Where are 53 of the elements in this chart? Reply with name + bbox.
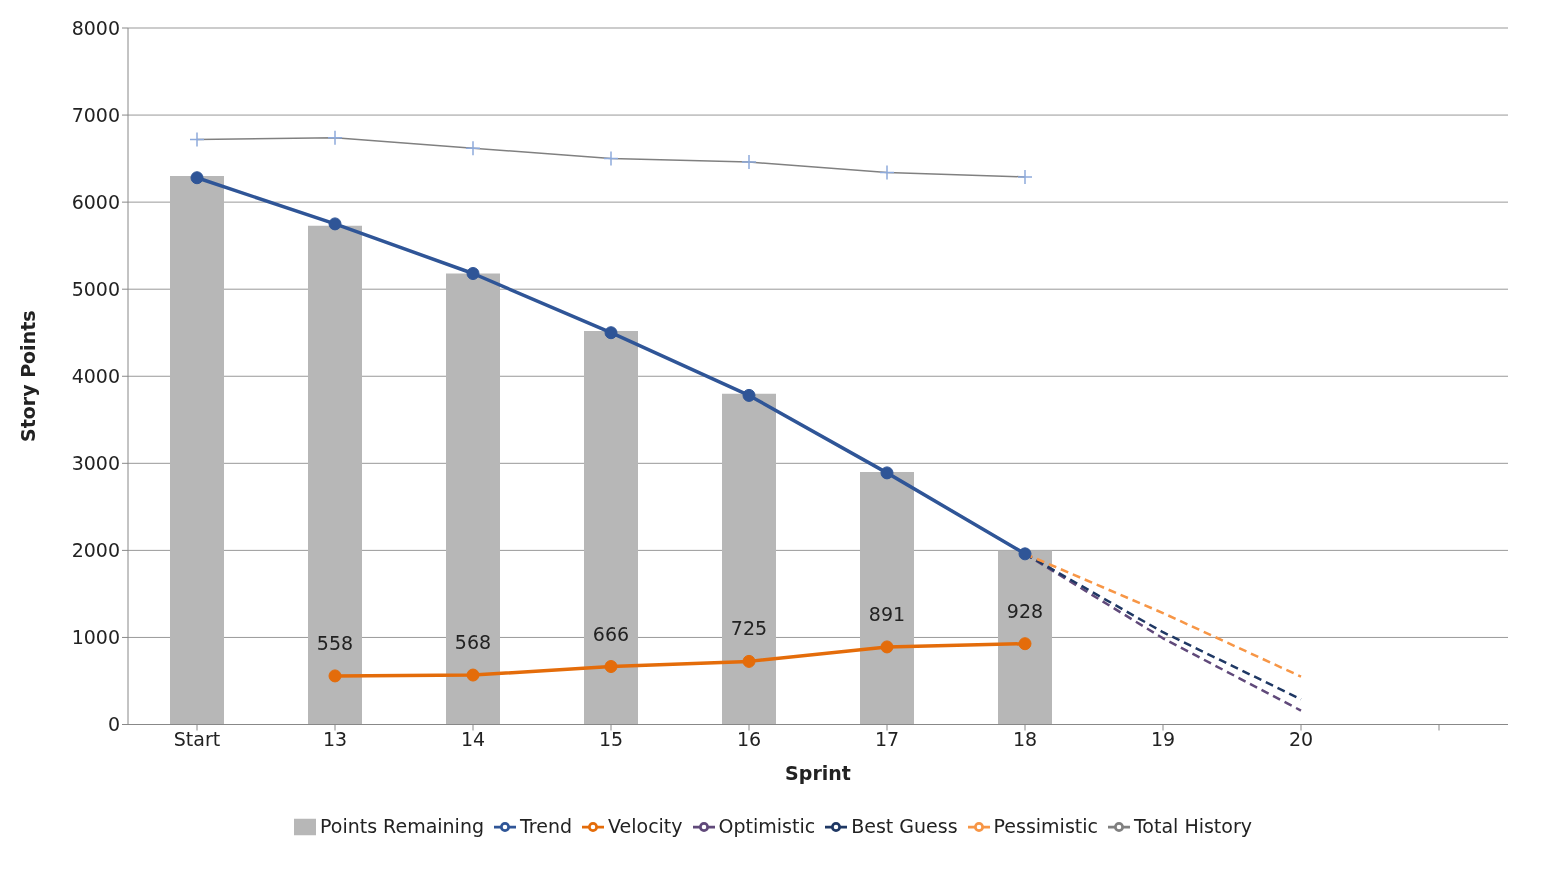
x-tick-label: 15	[598, 727, 624, 750]
point	[328, 217, 342, 231]
x-axis-title: Sprint	[785, 761, 851, 784]
x-tick-label: Start	[173, 727, 221, 750]
x-tick-label: 19	[1150, 727, 1176, 750]
x-tick-label: 18	[1012, 727, 1038, 750]
legend-label: Trend	[520, 814, 573, 837]
data-label: 891	[868, 602, 906, 625]
legend-label: Points Remaining	[320, 814, 485, 837]
bar	[998, 550, 1052, 725]
bar	[584, 330, 638, 725]
bar	[860, 472, 914, 725]
bar	[308, 225, 362, 725]
data-label: 928	[1006, 599, 1044, 622]
point	[1018, 547, 1032, 561]
point	[466, 267, 480, 281]
point	[190, 171, 204, 185]
y-tick-label: 3000	[71, 452, 120, 475]
point	[1018, 637, 1032, 651]
data-label: 568	[454, 631, 492, 654]
bar	[446, 273, 500, 725]
y-tick-label: 0	[107, 713, 120, 736]
x-tick-label: 16	[736, 727, 762, 750]
bar	[170, 176, 224, 725]
point	[742, 654, 756, 668]
legend-label: Total History	[1133, 814, 1252, 837]
point	[880, 640, 894, 654]
y-tick-label: 6000	[71, 190, 120, 213]
x-tick-label: 13	[322, 727, 348, 750]
point	[604, 660, 618, 674]
y-axis-title: Story Points	[16, 310, 39, 443]
y-tick-label: 8000	[71, 16, 120, 39]
point	[328, 669, 342, 683]
y-tick-label: 4000	[71, 364, 120, 387]
bar	[722, 393, 776, 725]
point	[466, 668, 480, 682]
legend-label: Optimistic	[718, 814, 816, 837]
legend-label: Velocity	[608, 814, 683, 837]
point	[604, 326, 618, 340]
data-label: 666	[592, 622, 630, 645]
y-tick-label: 1000	[71, 626, 120, 649]
data-label: 725	[730, 617, 768, 640]
x-tick-label: 17	[874, 727, 900, 750]
legend-label: Pessimistic	[993, 814, 1098, 837]
y-tick-label: 5000	[71, 277, 120, 300]
y-tick-label: 7000	[71, 103, 120, 126]
point	[742, 388, 756, 402]
x-tick-label: 14	[460, 727, 486, 750]
y-tick-label: 2000	[71, 539, 120, 562]
data-label: 558	[316, 631, 354, 654]
legend-label: Best Guess	[851, 814, 958, 837]
x-tick-label: 20	[1288, 727, 1314, 750]
point	[880, 466, 894, 480]
